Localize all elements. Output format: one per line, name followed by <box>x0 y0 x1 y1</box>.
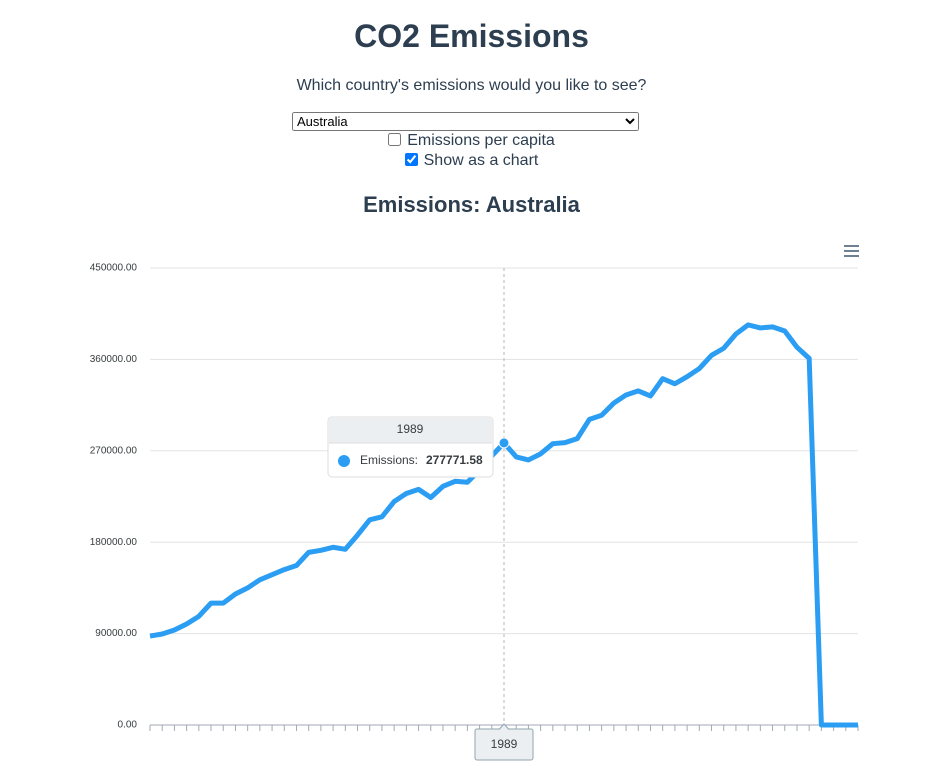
y-tick-label: 270000.00 <box>90 445 138 456</box>
tooltip-value: 277771.58 <box>426 453 483 467</box>
y-tick-label: 90000.00 <box>95 628 137 639</box>
menu-icon[interactable] <box>844 245 859 257</box>
per-capita-checkbox[interactable] <box>388 133 402 146</box>
tooltip: 1989 Emissions: 277771.58 <box>327 416 494 478</box>
y-tick-label: 0.00 <box>118 720 138 731</box>
chart-label[interactable]: Show as a chart <box>423 152 539 169</box>
y-tick-label: 360000.00 <box>90 354 138 365</box>
per-capita-row: Emissions per capita <box>0 132 943 150</box>
country-select[interactable]: Australia <box>292 112 639 131</box>
tooltip-label: Emissions: <box>360 453 418 467</box>
chart: 0.00 90000.00 180000.00 270000.00 360000.00 4… <box>90 245 859 761</box>
tooltip-title: 1989 <box>397 422 424 436</box>
chart-row: Show as a chart <box>0 152 943 170</box>
y-tick-label: 450000.00 <box>90 263 138 274</box>
tooltip-marker <box>338 455 350 467</box>
y-tick-label: 180000.00 <box>90 537 138 548</box>
per-capita-label[interactable]: Emissions per capita <box>407 132 555 149</box>
x-tooltip-label: 1989 <box>491 737 518 751</box>
page-title: CO2 Emissions <box>354 18 589 54</box>
chart-title: Emissions: Australia <box>363 192 580 217</box>
hover-marker <box>498 437 510 449</box>
x-tooltip: 1989 <box>474 723 534 761</box>
chart-checkbox[interactable] <box>404 153 418 166</box>
x-tooltip-arrow <box>498 723 510 730</box>
tooltip-header <box>329 418 492 443</box>
question: Which country's emissions would you like… <box>296 77 647 94</box>
